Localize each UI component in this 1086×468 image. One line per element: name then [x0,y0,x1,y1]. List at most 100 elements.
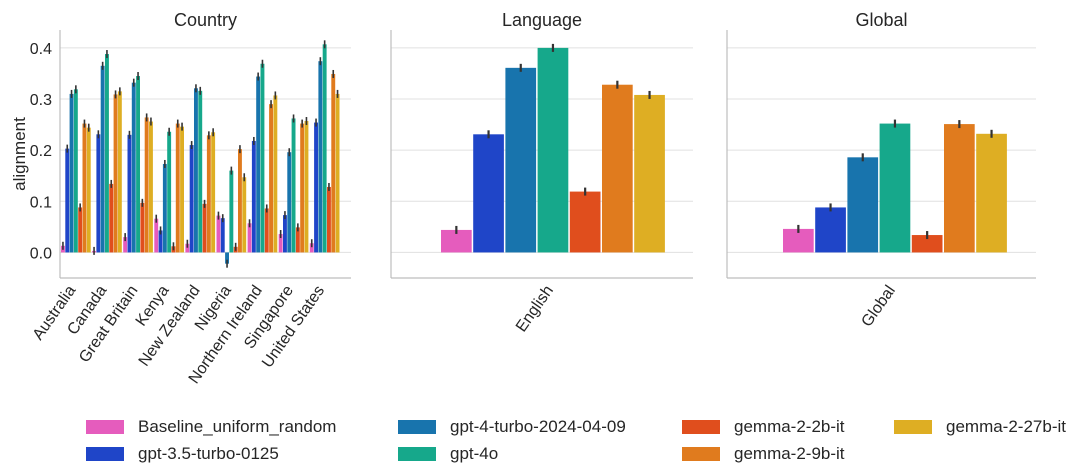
bar [220,218,225,253]
bar [269,104,273,253]
legend-label: gemma-2-9b-it [734,444,845,463]
legend-swatch [894,420,932,434]
bar [300,123,305,253]
bar [211,132,216,253]
bar [202,203,207,253]
bar [216,215,221,253]
bar [109,183,114,253]
bar [537,47,569,253]
legend-item: gemma-2-9b-it [682,443,845,465]
bar [473,134,504,253]
y-tick-label: 0.0 [30,245,52,262]
y-tick-label: 0.4 [30,41,52,58]
bar [65,148,70,253]
legend-swatch [682,447,720,461]
legend-item: gemma-2-27b-it [894,416,1066,438]
bar [247,223,252,253]
y-tick-label: 0.3 [30,92,52,109]
bar [127,134,132,253]
panel-title: Global [855,10,907,30]
legend-swatch [398,447,436,461]
bar [847,157,879,253]
bar [229,170,234,253]
bar [136,76,140,253]
bar [783,228,814,253]
bar [331,73,336,253]
panel-country: Country0.00.10.20.30.4alignmentAustralia… [10,10,351,387]
panel-language: Language English [390,10,693,336]
bar [238,149,242,253]
legend: Baseline_uniform_random gpt-3.5-turbo-01… [86,412,1086,468]
bar [144,117,149,253]
bar [327,186,331,253]
bar [260,63,265,253]
y-axis-label: alignment [10,117,29,191]
legend-item: gpt-4o [398,443,498,465]
panel-global: Global Global [726,10,1036,331]
legend-item: gpt-3.5-turbo-0125 [86,443,279,465]
bar [123,237,128,253]
legend-swatch [398,420,436,434]
bar [175,123,180,253]
bar [78,207,83,253]
legend-item: gpt-4-turbo-2024-04-09 [398,416,626,438]
bar [158,230,163,253]
legend-label: gpt-4-turbo-2024-04-09 [450,417,626,436]
legend-swatch [86,420,124,434]
bar [287,152,292,253]
legend-label: gemma-2-27b-it [946,417,1066,436]
legend-swatch [682,420,720,434]
bar [273,95,278,253]
bar [69,93,74,253]
y-tick-label: 0.1 [30,194,52,211]
x-tick-label: English [513,283,557,336]
legend-item: gemma-2-2b-it [682,416,845,438]
bar [309,243,314,253]
bar [256,76,261,253]
bar [304,121,309,253]
bar [634,94,665,253]
legend-label: Baseline_uniform_random [138,417,337,436]
bar [140,202,145,253]
bar [295,227,300,253]
x-tick-label: Global [859,283,899,331]
bar [105,54,109,253]
legend-swatch [86,447,124,461]
bar [318,61,323,253]
chart-canvas: Country0.00.10.20.30.4alignmentAustralia… [10,10,1036,387]
bar [154,218,159,253]
bar [251,140,256,253]
bar [100,65,105,253]
bar [206,135,211,253]
bar [82,123,87,253]
bar [291,118,296,253]
legend-label: gpt-4o [450,444,499,463]
panel-title: Country [174,10,237,30]
panel-title: Language [502,10,582,30]
bar [194,88,198,253]
bar [225,252,229,264]
bar [189,145,194,253]
bar [335,93,340,253]
bar [602,84,633,253]
bar [505,67,537,253]
bar [242,177,247,253]
legend-label: gemma-2-2b-it [734,417,845,436]
bar [314,122,318,253]
bar [815,207,846,253]
bar [441,229,472,253]
bar [944,124,975,253]
legend-label: gpt-3.5-turbo-0125 [138,444,279,463]
legend-item: Baseline_uniform_random [86,416,336,438]
bar [131,82,136,253]
bar [180,126,184,253]
bar [73,89,78,253]
bar [879,123,911,253]
bar [322,44,327,253]
bar [278,234,283,253]
y-tick-label: 0.2 [30,143,52,160]
bar [185,243,190,253]
bar [113,94,118,253]
bar [283,215,287,253]
bar [911,235,943,253]
